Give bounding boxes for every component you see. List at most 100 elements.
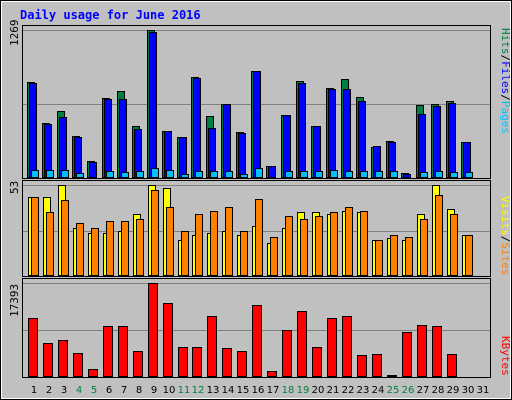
day-tick-label: 9 <box>151 385 157 396</box>
pages-bar <box>46 170 54 178</box>
chart-marks: 1 2 3 4 5 6 7 8 9 10 11 12 13 14 15 16 17 18 19 20 21 22 23 24 2… <box>23 30 490 396</box>
pages-bar <box>195 171 203 178</box>
day-tick-label: 31 <box>477 385 490 396</box>
files-bar <box>403 174 411 178</box>
sites-bar <box>375 240 383 276</box>
files-bar <box>283 115 291 178</box>
legend-pages: Pages <box>499 101 512 134</box>
files-bar <box>104 99 112 178</box>
files-bar <box>433 106 441 178</box>
sites-bar <box>225 207 233 276</box>
kbytes-bar <box>387 375 397 377</box>
sites-bar <box>360 211 368 276</box>
files-bar <box>193 78 201 178</box>
sites-bar <box>465 235 473 276</box>
sites-bar <box>210 211 218 276</box>
pages-bar <box>435 171 443 178</box>
sites-bar <box>61 200 69 276</box>
day-tick-label: 17 <box>267 385 280 396</box>
kbytes-bar <box>327 318 337 377</box>
day-tick-label: 6 <box>106 385 112 396</box>
day-tick-label: 14 <box>222 385 235 396</box>
files-bar <box>89 162 97 178</box>
legend-files: Files <box>499 61 512 94</box>
kbytes-bar <box>417 325 427 377</box>
day-tick-label: 19 <box>297 385 310 396</box>
files-bar <box>208 128 216 178</box>
sites-bar <box>330 212 338 276</box>
pages-bar <box>255 168 263 178</box>
sites-bar <box>450 214 458 276</box>
kbytes-ymax-label: 17393 <box>8 284 21 317</box>
sites-bar <box>76 223 84 276</box>
kbytes-bar <box>192 347 202 377</box>
pages-bar <box>420 172 428 178</box>
kbytes-bar <box>372 354 382 377</box>
files-bar <box>358 101 366 178</box>
sites-bar <box>315 216 323 276</box>
files-bar <box>179 137 187 178</box>
legend-sites: Sites <box>499 242 512 275</box>
kbytes-bar <box>297 311 307 377</box>
sites-bar <box>345 207 353 276</box>
pages-bar <box>315 171 323 178</box>
kbytes-bar <box>402 332 412 377</box>
pages-bar <box>390 171 398 178</box>
kbytes-bar <box>178 347 188 377</box>
pages-bar <box>106 171 114 178</box>
sites-bar <box>46 212 54 276</box>
day-tick-label: 22 <box>342 385 355 396</box>
legend-visits: Visits <box>499 196 512 236</box>
sites-bar <box>106 221 114 276</box>
sites-bar <box>300 219 308 276</box>
day-tick-label: 3 <box>61 385 67 396</box>
pages-bar <box>181 174 189 178</box>
sites-bar <box>390 235 398 276</box>
day-tick-label: 12 <box>192 385 205 396</box>
kbytes-bar <box>447 354 457 377</box>
pages-bar <box>210 171 218 178</box>
day-tick-label: 23 <box>357 385 370 396</box>
kbytes-bar <box>432 326 442 377</box>
pages-bar <box>450 172 458 178</box>
sites-bar <box>270 237 278 276</box>
kbytes-bar <box>118 326 128 377</box>
kbytes-bar <box>163 303 173 377</box>
legend-kbytes: KBytes <box>499 336 512 376</box>
kbytes-bar <box>252 305 262 377</box>
files-bar <box>29 83 37 178</box>
sites-bar <box>195 214 203 276</box>
day-tick-label: 21 <box>327 385 340 396</box>
sites-bar <box>121 221 129 276</box>
kbytes-bar <box>58 340 68 377</box>
files-bar <box>448 103 456 178</box>
files-bar <box>223 104 231 178</box>
sites-bar <box>405 237 413 276</box>
kbytes-bar <box>73 353 83 377</box>
kbytes-bar <box>133 351 143 377</box>
pages-bar <box>465 172 473 178</box>
files-bar <box>418 114 426 178</box>
sites-bar <box>166 207 174 276</box>
visits-ymax-label: 53 <box>8 181 21 194</box>
sites-bar <box>151 190 159 276</box>
pages-bar <box>76 173 84 178</box>
day-tick-label: 18 <box>282 385 295 396</box>
pages-bar <box>31 170 39 178</box>
files-bar <box>59 117 67 178</box>
kbytes-bar <box>357 355 367 377</box>
legend-hits: Hits <box>499 28 512 55</box>
kbytes-bar <box>237 351 247 377</box>
kbytes-bar <box>312 347 322 377</box>
day-tick-label: 1 <box>31 385 37 396</box>
files-bar <box>44 124 52 178</box>
sites-bar <box>435 195 443 276</box>
kbytes-bar <box>88 369 98 377</box>
sites-bar <box>240 231 248 276</box>
pages-bar <box>240 174 248 178</box>
chart-title: Daily usage for June 2016 <box>20 8 201 22</box>
pages-bar <box>136 171 144 178</box>
legend-separator: / <box>499 55 512 62</box>
kbytes-bar <box>148 283 158 377</box>
